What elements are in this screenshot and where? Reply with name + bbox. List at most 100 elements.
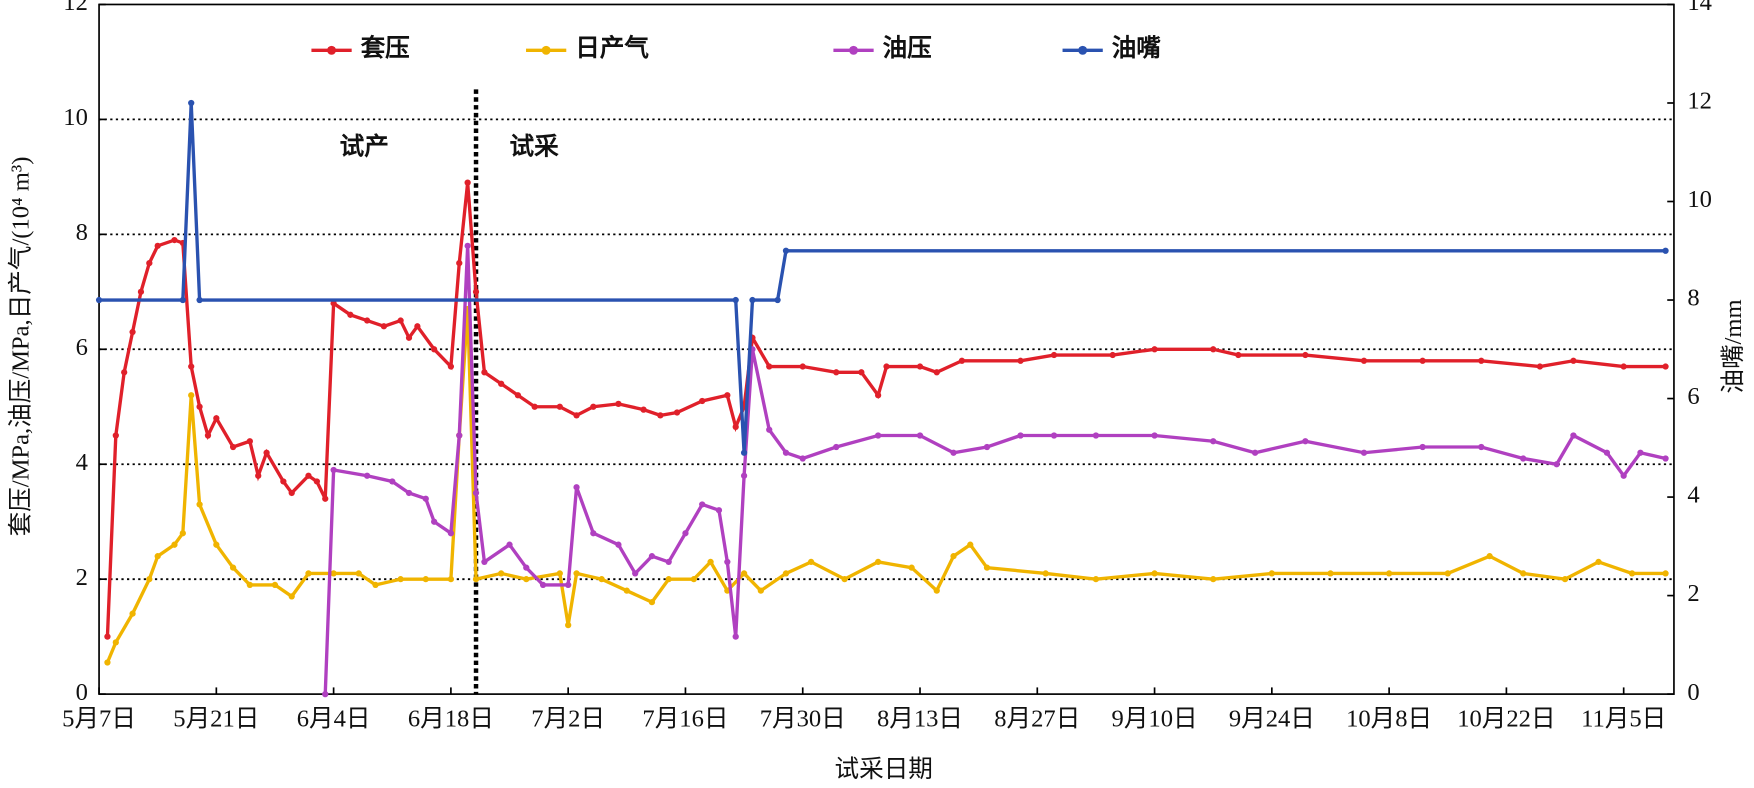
data-point: [154, 242, 161, 249]
data-point: [565, 581, 572, 589]
data-point: [1210, 346, 1217, 353]
x-tick-label: 10月22日: [1457, 706, 1555, 733]
data-point: [112, 432, 119, 439]
data-point: [104, 659, 111, 666]
x-tick-label: 7月30日: [760, 706, 846, 733]
data-point: [782, 570, 790, 577]
data-point: [724, 392, 731, 399]
data-point: [648, 553, 656, 560]
data-point: [1595, 558, 1602, 566]
data-point: [573, 570, 580, 577]
data-point: [456, 432, 463, 439]
data-point: [1302, 351, 1309, 359]
data-point: [1620, 363, 1627, 370]
data-point: [137, 288, 145, 295]
data-point: [288, 489, 295, 497]
data-point: [1628, 570, 1636, 577]
data-point: [1017, 432, 1024, 439]
data-point: [799, 455, 806, 462]
data-point: [598, 576, 605, 583]
data-point: [464, 242, 471, 249]
data-point: [363, 317, 371, 324]
x-axis-label: 试采日期: [835, 755, 933, 783]
data-point: [958, 357, 966, 364]
data-point: [699, 397, 706, 405]
data-point: [648, 599, 656, 606]
data-point: [498, 570, 505, 577]
data-point: [874, 432, 882, 439]
data-point: [1662, 363, 1669, 370]
data-point: [179, 530, 186, 537]
data-point: [782, 449, 790, 456]
data-point: [188, 363, 195, 370]
data-point: [724, 558, 731, 566]
x-tick-label: 11月5日: [1581, 706, 1666, 733]
data-point: [615, 541, 622, 548]
data-point: [1385, 570, 1393, 577]
data-point: [472, 576, 480, 583]
data-point: [807, 558, 815, 566]
data-point: [1151, 570, 1158, 577]
data-point: [950, 553, 957, 560]
data-point: [405, 489, 413, 497]
data-point: [330, 466, 337, 474]
y-tick-label: 4: [76, 449, 88, 476]
x-tick-label: 5月21日: [173, 706, 259, 733]
data-point: [1486, 553, 1493, 560]
series-line: [323, 245, 1666, 695]
data-point: [556, 403, 563, 410]
data-point: [933, 587, 940, 594]
data-point: [841, 576, 848, 583]
data-point: [472, 489, 480, 497]
annotation: 试产: [340, 132, 389, 160]
data-point: [397, 317, 404, 324]
data-point: [1251, 449, 1259, 456]
data-point: [188, 99, 195, 107]
data-point: [506, 541, 513, 548]
legend-label: 套压: [360, 34, 410, 62]
data-point: [623, 587, 630, 594]
data-point: [112, 639, 119, 646]
data-point: [414, 323, 421, 330]
data-point: [565, 622, 572, 629]
data-point: [740, 472, 748, 479]
data-point: [422, 576, 429, 583]
data-point: [732, 633, 739, 640]
y-axis-label: 套压/MPa,油压/MPa,日产气/(10⁴ m³): [7, 157, 35, 537]
legend-marker: [541, 45, 551, 55]
data-point: [874, 558, 882, 566]
y-tick-label: 10: [63, 104, 88, 131]
data-point: [171, 236, 178, 244]
data-point: [397, 576, 404, 583]
data-point: [665, 558, 672, 566]
data-point: [380, 323, 388, 330]
series-line: [99, 102, 1666, 453]
data-point: [447, 576, 455, 583]
data-point: [682, 530, 689, 537]
data-point: [305, 472, 312, 479]
data-point: [498, 380, 505, 387]
data-point: [405, 334, 413, 341]
x-tick-label: 9月10日: [1112, 706, 1198, 733]
data-point: [740, 449, 748, 456]
annotation: 试采: [510, 132, 560, 160]
data-point: [983, 564, 991, 571]
data-point: [1050, 351, 1058, 359]
data-point: [874, 392, 882, 399]
data-point: [129, 610, 136, 617]
data-point: [472, 288, 480, 295]
x-tick-label: 8月13日: [877, 706, 963, 733]
data-point: [280, 478, 287, 485]
data-point: [983, 443, 991, 451]
data-point: [774, 296, 781, 304]
data-point: [456, 259, 463, 267]
data-point: [146, 576, 153, 583]
data-point: [1536, 363, 1544, 370]
data-point: [766, 426, 773, 433]
data-point: [154, 553, 161, 560]
data-point: [590, 530, 597, 537]
data-point: [707, 558, 714, 566]
y2-axis-label: 油嘴/mm: [1719, 299, 1747, 393]
y2-tick-label: 2: [1687, 580, 1699, 607]
data-point: [715, 507, 723, 514]
